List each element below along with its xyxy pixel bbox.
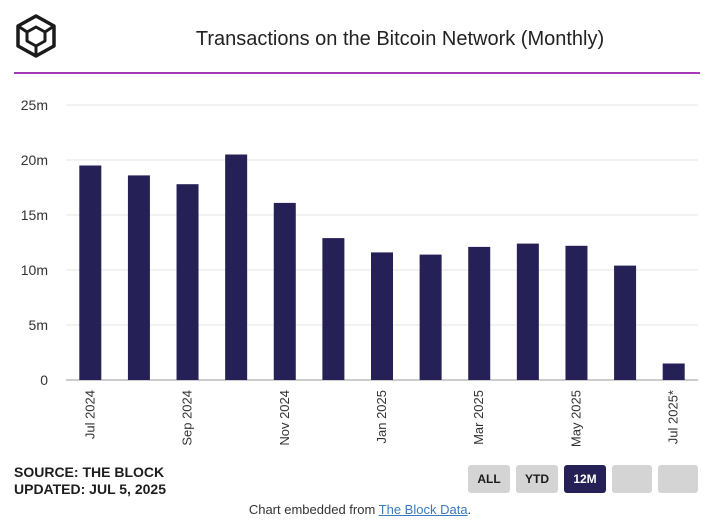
title-divider xyxy=(14,72,700,74)
bar xyxy=(127,175,150,380)
bar xyxy=(516,243,539,380)
x-tick-label: Jan 2025 xyxy=(374,390,389,444)
bar xyxy=(273,202,296,380)
y-tick-label: 25m xyxy=(21,97,48,113)
updated-label: UPDATED: JUL 5, 2025 xyxy=(14,481,166,497)
x-tick-label: Sep 2024 xyxy=(180,390,195,446)
source-label: SOURCE: THE BLOCK xyxy=(14,464,165,480)
y-tick-label: 5m xyxy=(29,317,48,333)
the-block-cube-icon xyxy=(16,14,56,58)
range-12m-button[interactable]: 12M xyxy=(564,465,606,493)
bar xyxy=(176,184,199,380)
range-blank-button-1[interactable] xyxy=(612,465,652,493)
bar xyxy=(468,246,491,380)
range-blank-button-2[interactable] xyxy=(658,465,698,493)
bar xyxy=(322,238,345,380)
x-tick-label: May 2025 xyxy=(568,390,583,447)
x-tick-label: Jul 2025* xyxy=(666,390,681,444)
range-selector: ALL YTD 12M xyxy=(468,465,698,493)
x-tick-label: Nov 2024 xyxy=(277,390,292,446)
embed-note: Chart embedded from The Block Data. xyxy=(0,502,720,517)
y-tick-label: 0 xyxy=(40,372,48,388)
bar xyxy=(614,265,637,380)
y-tick-label: 20m xyxy=(21,152,48,168)
chart-title: Transactions on the Bitcoin Network (Mon… xyxy=(195,28,605,50)
y-tick-label: 10m xyxy=(21,262,48,278)
source-note: SOURCE: THE BLOCK UPDATED: JUL 5, 2025 xyxy=(14,464,166,498)
range-ytd-button[interactable]: YTD xyxy=(516,465,558,493)
bar-chart: 0 5m 10m 15m 20m 25m Jul 2024 Sep 2024 Nov 2024 J… xyxy=(21,97,698,447)
bar xyxy=(79,165,102,380)
bar xyxy=(371,252,393,380)
x-tick-label: Jul 2024 xyxy=(82,390,97,439)
bar xyxy=(662,363,685,380)
bar xyxy=(225,154,248,380)
embed-prefix: Chart embedded from xyxy=(248,502,379,517)
embed-suffix: . xyxy=(467,502,472,517)
y-tick-label: 15m xyxy=(21,207,48,223)
bar xyxy=(565,245,588,380)
bar xyxy=(419,254,442,380)
embed-link[interactable]: The Block Data xyxy=(378,502,468,517)
range-all-button[interactable]: ALL xyxy=(468,465,510,493)
x-tick-label: Mar 2025 xyxy=(471,390,486,445)
